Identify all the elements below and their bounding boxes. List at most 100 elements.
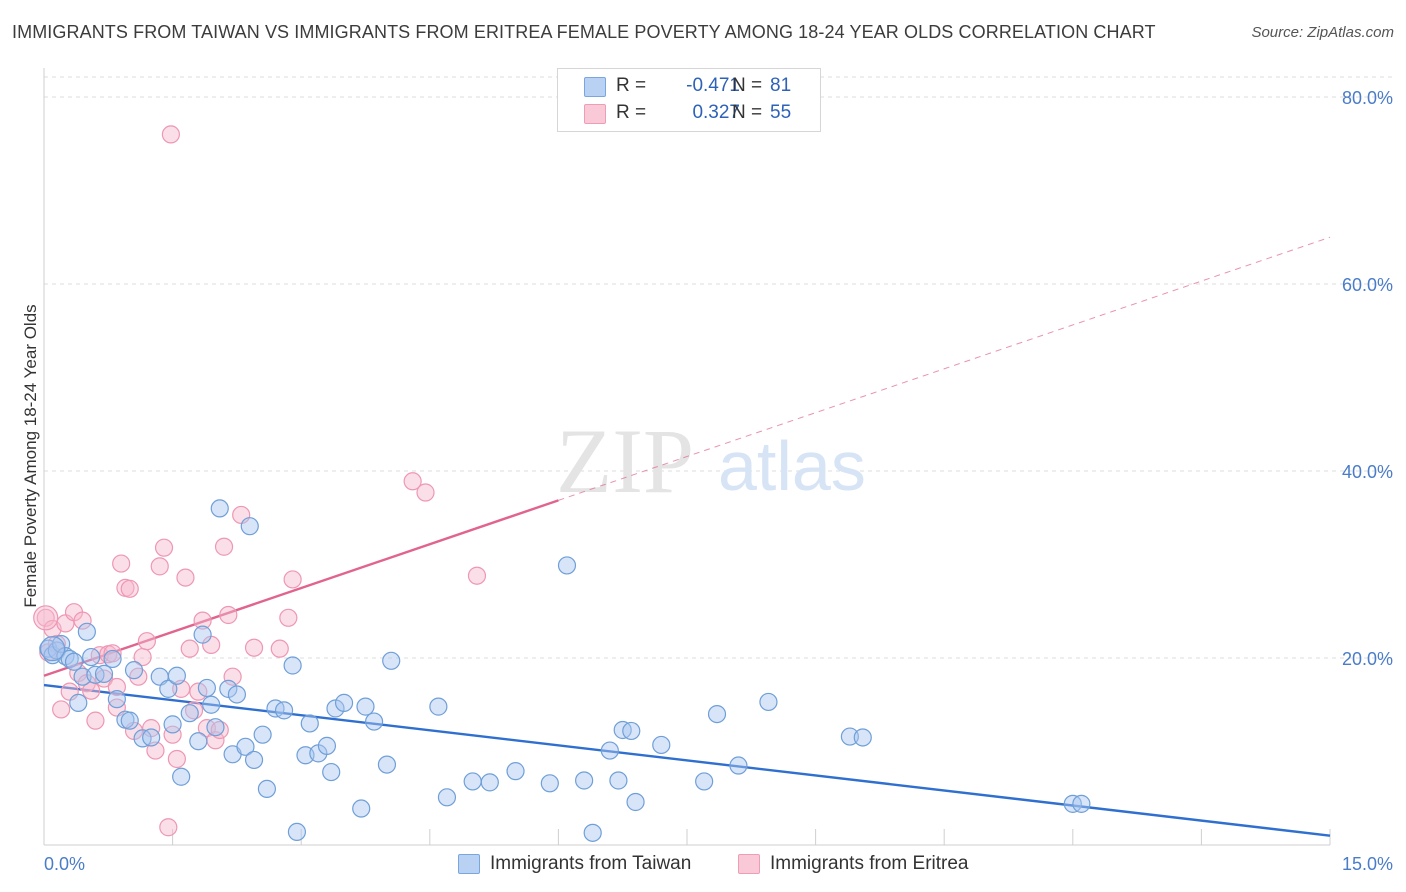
eritrea-trend-extension	[558, 236, 1331, 501]
taiwan-point	[159, 679, 178, 698]
eritrea-point	[176, 568, 195, 587]
taiwan-point	[352, 799, 371, 818]
eritrea-point	[120, 579, 139, 598]
taiwan-point	[69, 693, 88, 712]
taiwan-point	[206, 718, 225, 737]
grid-lines	[44, 76, 1392, 659]
eritrea-point	[33, 605, 59, 631]
taiwan-point	[120, 711, 139, 730]
eritrea-point	[112, 554, 131, 573]
bottom-eritrea-label: Immigrants from Eritrea	[770, 853, 969, 874]
chart-title: IMMIGRANTS FROM TAIWAN VS IMMIGRANTS FRO…	[12, 22, 1156, 42]
eritrea-point	[36, 608, 55, 627]
y-tick-label: 20.0%	[1342, 649, 1393, 669]
taiwan-point	[197, 678, 216, 698]
eritrea-swatch	[584, 104, 606, 124]
eritrea-point	[137, 632, 156, 651]
correlation-legend: R = -0.471 N = 81 R = 0.327 N = 55	[557, 68, 821, 132]
taiwan-point	[103, 649, 122, 669]
x-tick-label: 0.0%	[44, 854, 85, 874]
eritrea-n-label: N =	[732, 102, 763, 123]
eritrea-point	[103, 644, 122, 663]
taiwan-point	[652, 735, 671, 755]
taiwan-point	[240, 517, 259, 536]
taiwan-point	[364, 712, 384, 731]
eritrea-point	[163, 725, 182, 744]
taiwan-point	[189, 732, 208, 751]
taiwan-point	[1072, 794, 1091, 813]
taiwan-point	[287, 822, 307, 842]
taiwan-point	[540, 774, 559, 793]
taiwan-point	[142, 728, 161, 747]
taiwan-point	[729, 756, 748, 775]
watermark: ZIP atlas	[556, 410, 866, 512]
scatter-points	[33, 125, 1091, 842]
eritrea-point	[52, 700, 71, 719]
eritrea-point	[154, 538, 174, 557]
bottom-eritrea-swatch	[738, 854, 760, 874]
taiwan-point	[759, 692, 778, 712]
taiwan-point	[244, 750, 264, 770]
taiwan-point	[463, 772, 482, 791]
eritrea-point	[180, 639, 199, 658]
eritrea-point	[159, 818, 178, 837]
taiwan-point	[82, 647, 101, 667]
taiwan-point	[322, 762, 341, 782]
eritrea-point	[403, 472, 422, 491]
taiwan-n-value: 81	[770, 75, 792, 96]
taiwan-n-label: N =	[732, 75, 763, 96]
watermark-atlas: atlas	[718, 427, 866, 505]
trend-lines	[43, 236, 1331, 837]
taiwan-point	[575, 771, 594, 790]
eritrea-point	[73, 611, 92, 630]
taiwan-point	[356, 697, 375, 716]
eritrea-point	[167, 749, 186, 769]
tick-labels: 20.0% 40.0% 60.0% 80.0% 0.0% 15.0%	[44, 88, 1393, 874]
taiwan-point	[202, 695, 221, 714]
taiwan-point	[300, 714, 319, 733]
taiwan-point	[283, 656, 302, 675]
taiwan-point	[253, 725, 272, 744]
taiwan-point	[94, 664, 114, 683]
eritrea-point	[214, 537, 234, 556]
taiwan-point	[257, 779, 277, 799]
taiwan-point	[236, 737, 255, 756]
taiwan-point	[557, 556, 577, 575]
bottom-taiwan-swatch	[458, 854, 480, 874]
taiwan-point	[64, 652, 84, 671]
taiwan-point	[695, 772, 714, 791]
taiwan-point	[377, 755, 397, 774]
eritrea-point	[244, 638, 264, 657]
eritrea-r-label: R =	[616, 102, 647, 123]
taiwan-point	[172, 767, 191, 786]
eritrea-trend-line	[43, 499, 559, 677]
eritrea-point	[467, 566, 487, 585]
taiwan-point	[77, 622, 96, 641]
y-axis-label: Female Poverty Among 18-24 Year Olds	[21, 304, 40, 607]
y-tick-label: 60.0%	[1342, 275, 1393, 295]
taiwan-point	[274, 701, 294, 720]
taiwan-point	[622, 721, 641, 741]
taiwan-point	[382, 651, 401, 670]
taiwan-point	[480, 773, 499, 792]
taiwan-trend-line	[43, 683, 1331, 837]
taiwan-point	[609, 771, 628, 790]
y-tick-label: 80.0%	[1342, 88, 1393, 108]
taiwan-point	[707, 704, 727, 724]
taiwan-point	[180, 704, 199, 723]
taiwan-point	[583, 823, 602, 842]
eritrea-point	[279, 608, 298, 627]
taiwan-point	[334, 693, 354, 712]
taiwan-point	[107, 690, 126, 709]
taiwan-point	[429, 697, 448, 716]
taiwan-point	[193, 625, 212, 644]
taiwan-point	[840, 727, 859, 746]
source-credit: Source: ZipAtlas.com	[1251, 24, 1394, 41]
taiwan-r-value: -0.471	[686, 75, 740, 96]
taiwan-point	[124, 661, 144, 680]
eritrea-r-value: 0.327	[692, 102, 740, 123]
bottom-taiwan-label: Immigrants from Taiwan	[490, 853, 692, 874]
taiwan-point	[227, 685, 246, 704]
taiwan-point	[626, 792, 645, 812]
